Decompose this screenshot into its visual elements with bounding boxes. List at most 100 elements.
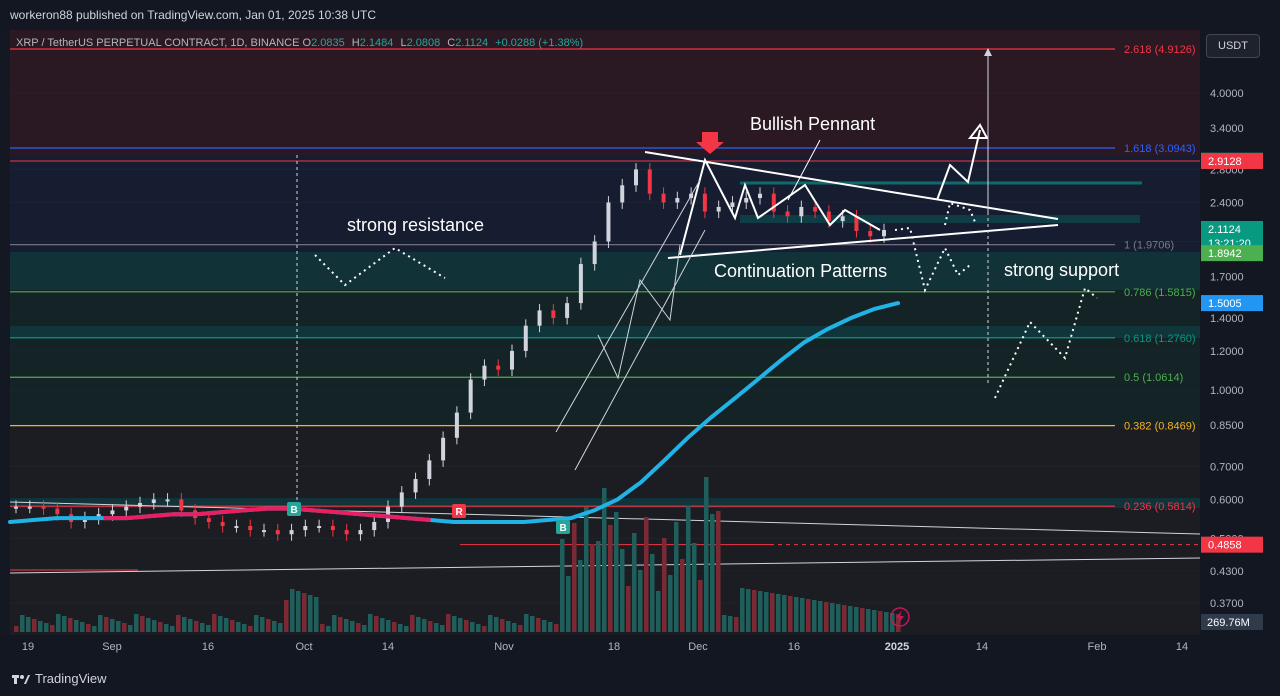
volume-bar [860,608,865,632]
candle-body [647,169,652,194]
volume-bar [218,616,223,632]
candle-body [537,310,542,326]
symbol-title: XRP / TetherUS PERPETUAL CONTRACT, 1D, B… [16,37,300,49]
price-label-box-4 [1201,245,1263,262]
volume-bar [290,589,295,632]
candle-body [758,193,762,199]
volume-bar [494,617,499,632]
volume-bar [824,602,829,632]
volume-bar [194,621,199,632]
volume-bar [728,616,733,632]
candle-body [771,193,776,212]
pennant-band [740,215,1140,223]
volume-bar [668,575,673,632]
volume-bar [242,624,247,632]
volume-bar [188,619,193,632]
volume-label: 269.76M [1207,617,1250,629]
channel-zigzag [597,244,681,380]
candle-body [454,412,459,438]
volume-bar [770,593,775,632]
publish-bar: workeron88 published on TradingView.com,… [0,0,1280,30]
volume-bar [638,570,643,632]
volume-bar [560,539,565,632]
volume-bar [86,624,91,632]
volume-bar [800,598,805,632]
pennant-pointer [787,139,821,201]
change-value: +0.0288 (+1.38%) [495,37,584,49]
time-tick-8: 16 [788,641,800,653]
price-label-box-2 [1201,221,1263,237]
volume-bar [380,618,385,632]
resistance-dotted-path [314,246,446,287]
volume-bar [476,624,481,632]
time-tick-5: Nov [494,641,514,653]
lightning-bolt [896,610,904,624]
strong-support-label: strong support [1004,260,1119,280]
currency-button[interactable]: USDT [1206,34,1260,58]
volume-bar [680,559,685,632]
low-value: 2.0808 [406,37,441,49]
time-tick-11: Feb [1088,641,1107,653]
volume-bar [224,618,229,632]
volume-bar [764,592,769,632]
volume-bar [356,623,361,632]
close-label: C [447,37,456,49]
volume-bar [50,625,55,632]
volume-bar [470,622,475,632]
candle-body [882,230,886,237]
candle-body [523,325,528,351]
footer-bar: TradingView [0,662,1280,696]
candle-body [138,503,142,507]
candle-body [124,506,129,511]
pennant-zone [10,155,1200,255]
candle-body [399,492,404,507]
volume-bar [386,620,391,632]
close-value: 2.1124 [455,37,489,49]
price-tick-11: 0.6000 [1210,494,1244,506]
volume-bar [722,615,727,632]
volume-bar [158,622,163,632]
volume-bar [350,621,355,632]
volume-bar [284,600,289,632]
candle-body [14,506,18,509]
volume-bar [302,593,307,632]
volume-bar [56,614,61,632]
volume-bar [464,620,469,632]
volume-bar [170,626,175,632]
candle-body [289,530,294,535]
volume-bar [872,610,877,632]
candle-body [275,530,280,535]
candle-body [868,231,873,237]
volume-bar [512,623,517,632]
signal-badge-label: B [560,523,567,534]
volume-bar [428,621,433,632]
price-label-4: 1.8942 [1208,248,1242,260]
volume-bar [752,590,757,632]
volume-bar [410,615,415,632]
candle-body [551,310,556,318]
price-label-box-1 [1201,152,1263,169]
volume-bar [362,625,367,632]
volume-bar [854,607,859,632]
support-band [10,252,1200,290]
volume-bar [44,623,49,632]
volume-bar [98,615,103,632]
volume-bar [146,618,151,632]
volume-bar [230,620,235,632]
sell-arrow-icon [696,132,724,154]
volume-bar [830,603,835,632]
volume-bar [488,615,493,632]
volume-bar [632,533,637,632]
price-tick-3: 2.4000 [1210,197,1244,209]
price-tick-8: 1.0000 [1210,385,1244,397]
volume-bar [278,623,283,632]
volume-bar [74,620,79,632]
volume-bar [500,619,505,632]
volume-bar [398,624,403,632]
volume-bar [590,544,595,632]
volume-bar [746,589,751,632]
volume-bar [878,611,883,632]
volume-bar [458,618,463,632]
publish-info: workeron88 published on TradingView.com,… [10,8,377,22]
